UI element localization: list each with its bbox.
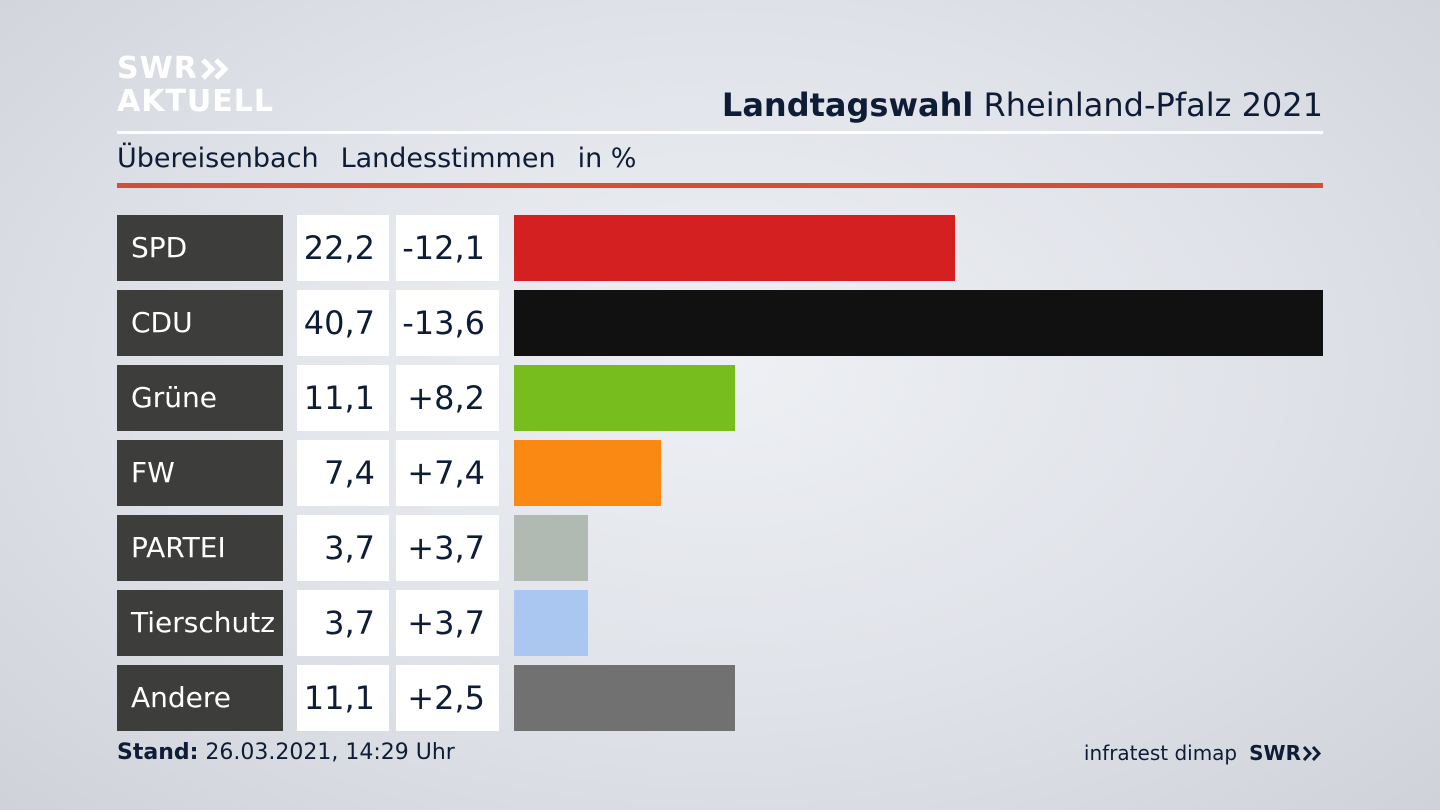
change-label: -12,1 xyxy=(396,215,499,281)
subtitle: Übereisenbach Landesstimmen in % xyxy=(117,143,658,174)
party-name: Andere xyxy=(117,665,283,731)
vote-share-bar xyxy=(514,665,735,731)
double-chevron-icon xyxy=(201,58,229,80)
vote-share-label: 3,7 xyxy=(297,590,389,656)
logo-line-2: AKTUELL xyxy=(117,84,275,119)
party-name: Grüne xyxy=(117,365,283,431)
logo-line-1: SWR xyxy=(117,51,198,86)
party-name: Tierschutz xyxy=(117,590,283,656)
party-name: CDU xyxy=(117,290,283,356)
source-logo-text: SWR xyxy=(1249,741,1301,765)
party-row: FW 7,4 +7,4 xyxy=(117,440,1323,506)
party-row: SPD 22,2 -12,1 xyxy=(117,215,1323,281)
subtitle-unit: in % xyxy=(577,143,637,174)
party-row: Grüne 11,1 +8,2 xyxy=(117,365,1323,431)
vote-share-label: 3,7 xyxy=(297,515,389,581)
party-name: SPD xyxy=(117,215,283,281)
subtitle-place: Übereisenbach xyxy=(117,143,319,174)
vote-share-label: 7,4 xyxy=(297,440,389,506)
source: infratest dimap SWR xyxy=(1084,741,1323,765)
source-name: infratest dimap xyxy=(1083,741,1238,765)
change-label: -13,6 xyxy=(396,290,499,356)
subtitle-vote-type: Landesstimmen xyxy=(340,143,556,174)
change-label: +8,2 xyxy=(396,365,499,431)
party-row: Andere 11,1 +2,5 xyxy=(117,665,1323,731)
title-bold: Landtagswahl xyxy=(721,86,974,124)
vote-share-label: 40,7 xyxy=(297,290,389,356)
title-divider xyxy=(117,131,1323,134)
change-label: +3,7 xyxy=(396,515,499,581)
page-title: Landtagswahl Rheinland-Pfalz 2021 xyxy=(722,86,1323,124)
vote-share-bar xyxy=(514,290,1323,356)
vote-share-label: 11,1 xyxy=(297,665,389,731)
vote-share-label: 22,2 xyxy=(297,215,389,281)
double-chevron-small-icon xyxy=(1302,745,1322,762)
vote-share-label: 11,1 xyxy=(297,365,389,431)
vote-share-bar xyxy=(514,440,661,506)
change-label: +2,5 xyxy=(396,665,499,731)
vote-share-bar xyxy=(514,590,588,656)
vote-share-bar xyxy=(514,365,735,431)
source-logo: SWR xyxy=(1249,741,1323,765)
vote-share-bar xyxy=(514,215,955,281)
party-row: PARTEI 3,7 +3,7 xyxy=(117,515,1323,581)
stand-label: Stand: xyxy=(117,740,199,765)
party-name: FW xyxy=(117,440,283,506)
swr-aktuell-logo: SWR AKTUELL xyxy=(117,54,274,117)
party-row: CDU 40,7 -13,6 xyxy=(117,290,1323,356)
vote-share-bar xyxy=(514,515,588,581)
title-rest: Rheinland-Pfalz 2021 xyxy=(973,86,1323,124)
change-label: +3,7 xyxy=(396,590,499,656)
party-name: PARTEI xyxy=(117,515,283,581)
subtitle-divider xyxy=(117,183,1323,188)
change-label: +7,4 xyxy=(396,440,499,506)
timestamp: Stand: 26.03.2021, 14:29 Uhr xyxy=(117,740,455,765)
party-row: Tierschutz 3,7 +3,7 xyxy=(117,590,1323,656)
stand-value: 26.03.2021, 14:29 Uhr xyxy=(198,740,455,765)
